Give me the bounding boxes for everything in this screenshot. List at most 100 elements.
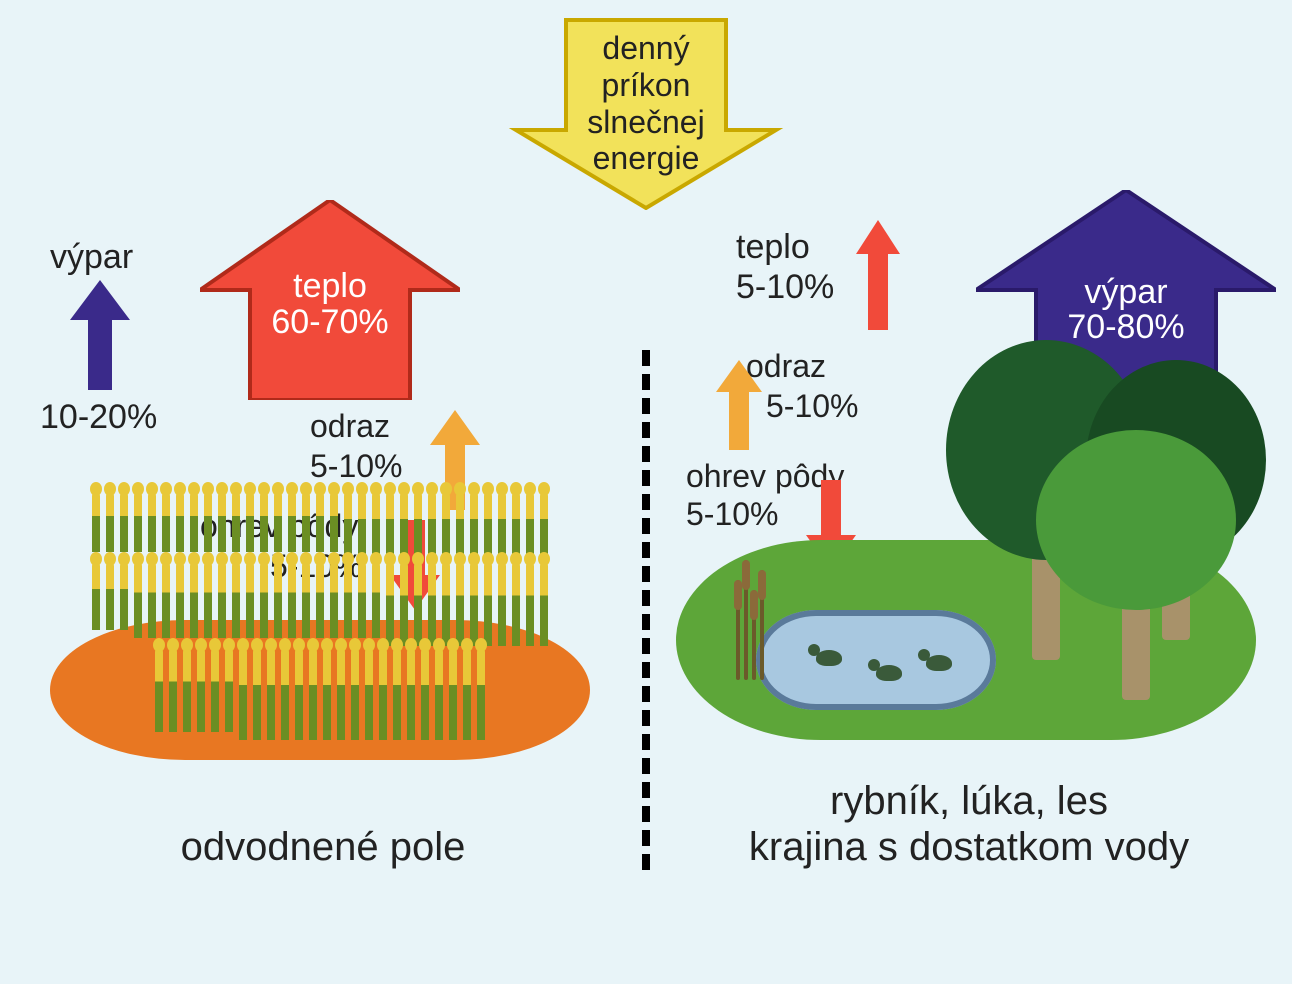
stalk — [274, 492, 282, 552]
stalk — [407, 648, 415, 740]
left-panel: výpar 10-20% teplo 60-70% odraz 5-10% — [0, 200, 646, 900]
right-caption-line-1: rybník, lúka, les — [646, 778, 1292, 824]
stalk — [428, 492, 436, 560]
left-teplo-label: teplo — [200, 269, 460, 305]
stalk — [218, 492, 226, 552]
stalk — [148, 492, 156, 552]
reed-1 — [736, 580, 740, 680]
stalk — [239, 648, 247, 740]
diagram-canvas: denný príkon slnečnej energie výpar 10-2… — [0, 0, 1292, 984]
left-teplo-text: teplo 60-70% — [200, 269, 460, 340]
stalk — [540, 562, 548, 646]
field-illustration — [50, 480, 590, 760]
stalk — [358, 492, 366, 560]
stalk — [246, 492, 254, 552]
stalk — [309, 648, 317, 740]
stalk — [484, 492, 492, 560]
stalk — [379, 648, 387, 740]
stalk — [169, 648, 177, 732]
stalk — [421, 648, 429, 740]
stalk — [134, 562, 142, 638]
stalk — [232, 562, 240, 638]
stalk — [400, 562, 408, 646]
stalk — [456, 562, 464, 646]
stalk — [190, 492, 198, 552]
stalk — [400, 492, 408, 560]
stalk — [365, 648, 373, 740]
stalk — [274, 562, 282, 638]
stalk — [260, 562, 268, 638]
stalk — [498, 562, 506, 646]
reed-3 — [752, 590, 756, 680]
right-caption: rybník, lúka, les krajina s dostatkom vo… — [646, 778, 1292, 870]
solar-line-1: denný — [506, 30, 786, 67]
left-odraz-value: 5-10% — [310, 450, 403, 484]
tree-3 — [1036, 440, 1236, 700]
left-teplo-arrow: teplo 60-70% — [200, 200, 460, 400]
stalk — [470, 562, 478, 646]
stalk — [372, 492, 380, 560]
stalk — [295, 648, 303, 740]
stalk — [358, 562, 366, 638]
stalk — [106, 562, 114, 630]
stalk — [498, 492, 506, 560]
stalk — [337, 648, 345, 740]
stalk — [204, 492, 212, 552]
stalk — [183, 648, 191, 732]
stalk — [288, 562, 296, 638]
stalk — [267, 648, 275, 740]
stalk — [477, 648, 485, 740]
stalk — [428, 562, 436, 646]
stalk — [484, 562, 492, 646]
duck-2 — [876, 665, 902, 681]
stalk — [197, 648, 205, 732]
right-caption-line-2: krajina s dostatkom vody — [646, 824, 1292, 870]
stalk — [330, 562, 338, 638]
stalk — [540, 492, 548, 560]
stalk — [442, 492, 450, 560]
stalk — [176, 492, 184, 552]
stalk — [225, 648, 233, 732]
solar-label: denný príkon slnečnej energie — [506, 10, 786, 177]
stalk — [288, 492, 296, 552]
stalk — [414, 562, 422, 646]
stalk — [302, 562, 310, 638]
stalk — [162, 562, 170, 638]
stalk — [393, 648, 401, 740]
stalk — [204, 562, 212, 638]
stalk — [176, 562, 184, 638]
stalk — [155, 648, 163, 732]
stalk — [442, 562, 450, 646]
stalk — [211, 648, 219, 732]
left-odraz-label: odraz — [310, 410, 390, 444]
reeds — [736, 560, 776, 680]
stalk — [512, 492, 520, 560]
right-teplo-value: 5-10% — [736, 270, 834, 306]
stalk — [120, 562, 128, 630]
stalk — [302, 492, 310, 552]
crop-stalks — [90, 480, 550, 740]
solar-line-2: príkon — [506, 67, 786, 104]
reed-4 — [760, 570, 764, 680]
stalk — [344, 492, 352, 560]
stalk — [246, 562, 254, 638]
duck-3 — [926, 655, 952, 671]
reed-2 — [744, 560, 748, 680]
stalk — [512, 562, 520, 646]
forest-illustration — [676, 310, 1256, 740]
stalk — [463, 648, 471, 740]
stalk — [351, 648, 359, 740]
stalk — [120, 492, 128, 552]
right-teplo-label: teplo — [736, 230, 810, 266]
stalk — [526, 562, 534, 646]
stalk — [148, 562, 156, 638]
stalk — [232, 492, 240, 552]
stalk — [92, 492, 100, 552]
stalk — [456, 492, 464, 560]
stalk — [330, 492, 338, 552]
stalk — [344, 562, 352, 638]
stalk — [190, 562, 198, 638]
duck-1 — [816, 650, 842, 666]
solar-line-4: energie — [506, 140, 786, 177]
stalk — [414, 492, 422, 560]
